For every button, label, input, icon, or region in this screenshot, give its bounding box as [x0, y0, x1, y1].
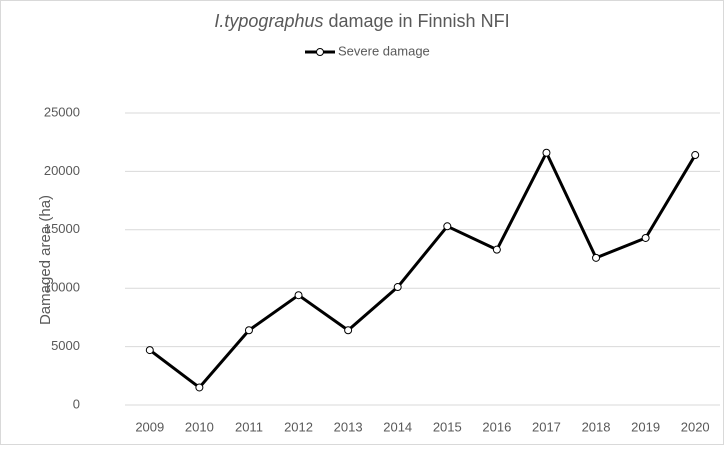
point-marker	[393, 283, 402, 292]
x-tick-label: 2020	[681, 419, 710, 434]
point-marker	[443, 222, 452, 231]
point-marker	[542, 148, 551, 157]
point-marker	[294, 291, 303, 300]
point-marker	[344, 326, 353, 335]
legend-marker	[316, 48, 324, 56]
point-marker	[691, 151, 700, 160]
title-italic: I.typographus	[214, 11, 323, 31]
x-tick-label: 2012	[284, 419, 313, 434]
point-marker	[492, 245, 501, 254]
legend-label: Severe damage	[338, 43, 430, 58]
series-line	[148, 151, 697, 389]
point-marker	[244, 326, 253, 335]
y-tick-label: 20000	[44, 163, 80, 178]
point-marker	[195, 383, 204, 392]
y-tick-label: 15000	[44, 221, 80, 236]
x-tick-label: 2009	[135, 419, 164, 434]
y-tick-label: 25000	[44, 104, 80, 119]
y-axis-label: Damaged area (ha)	[37, 195, 54, 325]
title-rest: damage in Finnish NFI	[323, 11, 509, 31]
y-tick-label: 0	[73, 396, 80, 411]
x-tick-label: 2018	[582, 419, 611, 434]
point-marker	[641, 233, 650, 242]
x-tick-label: 2016	[482, 419, 511, 434]
x-tick-label: 2017	[532, 419, 561, 434]
y-tick-label: 5000	[51, 338, 80, 353]
point-marker	[145, 346, 154, 355]
x-tick-label: 2015	[433, 419, 462, 434]
x-tick-label: 2019	[631, 419, 660, 434]
y-tick-label: 10000	[44, 280, 80, 295]
x-tick-label: 2011	[235, 419, 263, 434]
x-tick-label: 2014	[383, 419, 412, 434]
x-tick-label: 2013	[334, 419, 363, 434]
x-tick-label: 2010	[185, 419, 214, 434]
point-marker	[592, 253, 601, 262]
chart-title: I.typographus damage in Finnish NFI	[214, 11, 509, 31]
